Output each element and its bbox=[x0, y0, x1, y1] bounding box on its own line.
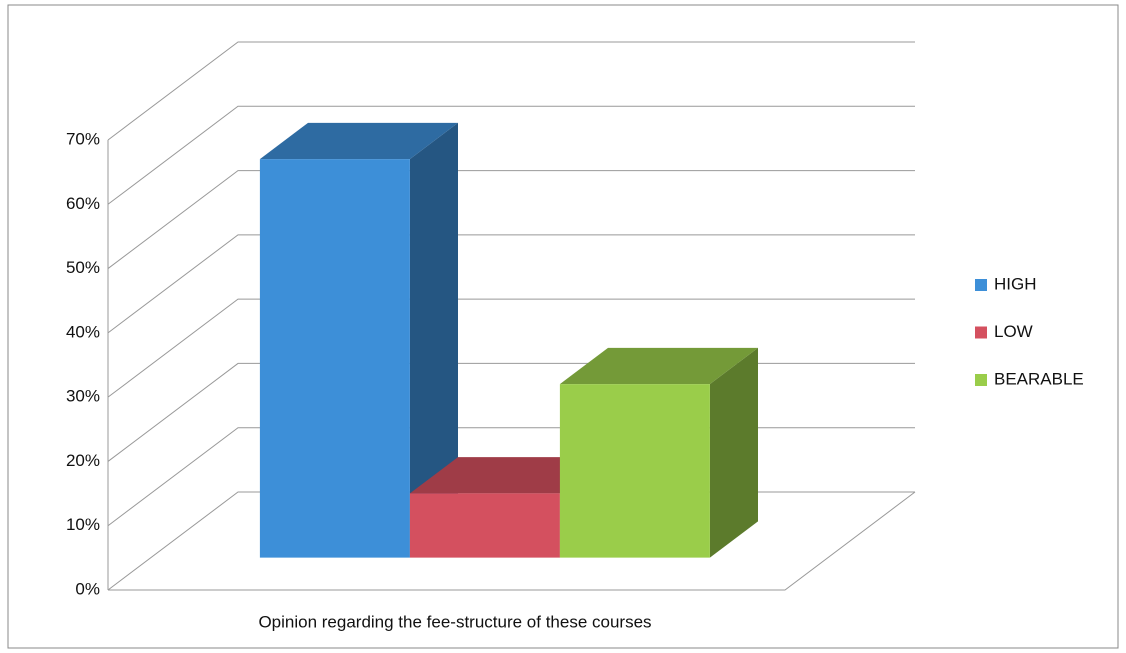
legend-swatch bbox=[975, 326, 987, 339]
y-tick-label: 30% bbox=[66, 387, 100, 406]
grid-line bbox=[107, 105, 915, 205]
y-tick-label: 10% bbox=[66, 515, 100, 534]
y-tick-label: 60% bbox=[66, 194, 100, 213]
legend-swatch bbox=[975, 374, 987, 386]
legend-swatch bbox=[975, 279, 987, 291]
bar-top bbox=[409, 457, 608, 494]
y-tick-label: 20% bbox=[66, 451, 100, 470]
legend-label: LOW bbox=[994, 322, 1033, 341]
x-tick-label: Opinion regarding the fee-structure of t… bbox=[258, 612, 651, 631]
floor bbox=[108, 491, 916, 591]
bar bbox=[409, 493, 560, 558]
y-tick-label: 70% bbox=[66, 129, 100, 148]
legend-label: HIGH bbox=[994, 274, 1037, 293]
y-tick-label: 0% bbox=[75, 579, 100, 598]
grid-line bbox=[107, 234, 915, 334]
bar-top bbox=[259, 122, 458, 160]
bar bbox=[259, 159, 410, 558]
bar bbox=[559, 384, 710, 558]
grid-line bbox=[107, 41, 915, 141]
y-tick-label: 50% bbox=[66, 258, 100, 277]
legend-label: BEARABLE bbox=[994, 369, 1084, 388]
bar-top bbox=[559, 347, 758, 385]
bar-side bbox=[709, 347, 758, 558]
bar-side bbox=[409, 122, 458, 558]
y-tick-label: 40% bbox=[66, 322, 100, 341]
grid-line bbox=[107, 170, 915, 269]
grid-line bbox=[107, 298, 915, 398]
